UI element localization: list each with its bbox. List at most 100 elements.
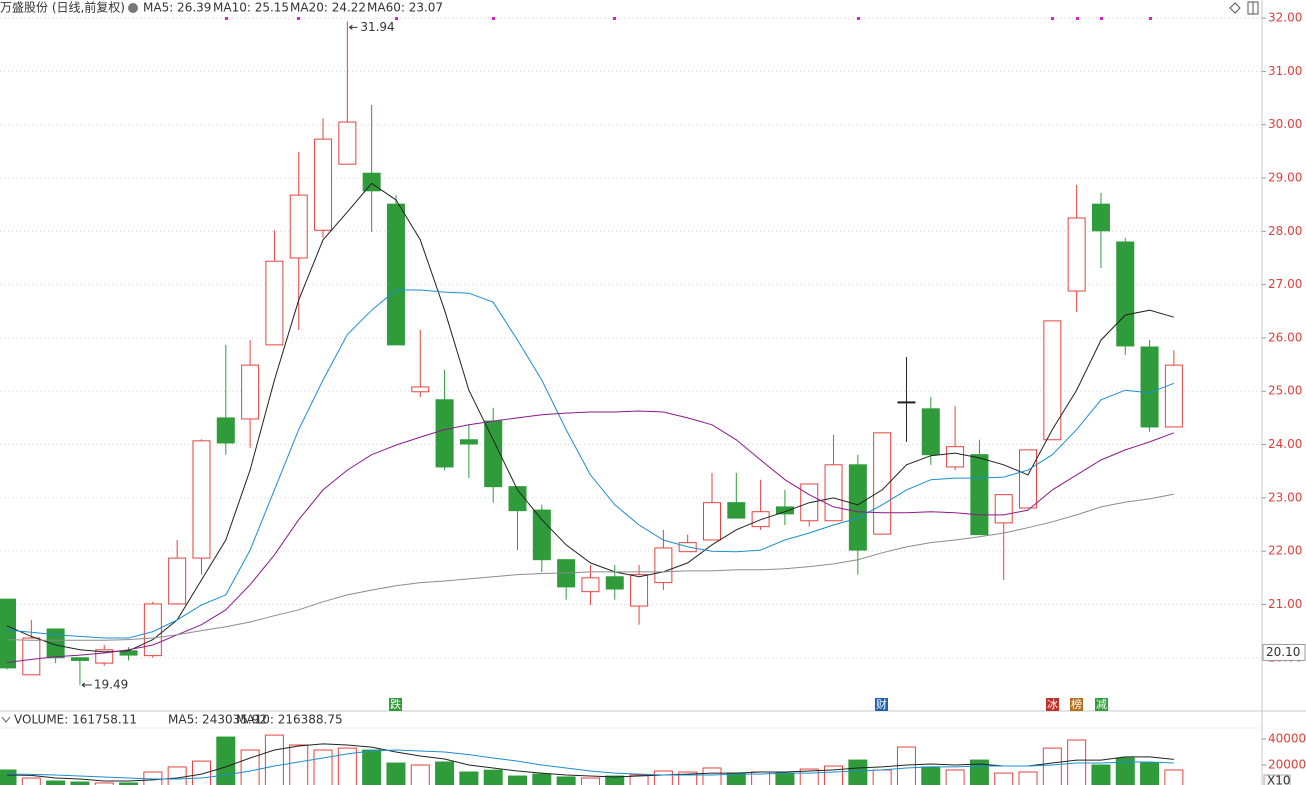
candle-body xyxy=(216,417,235,444)
volume-title: VOLUME: 161758.11 xyxy=(14,713,137,727)
volume-bar xyxy=(580,777,600,785)
volume-bar xyxy=(0,769,17,785)
candle-body xyxy=(46,628,65,659)
candle-body xyxy=(824,464,843,522)
candle-body xyxy=(1043,320,1062,441)
event-label: 冰 xyxy=(1047,698,1058,711)
legend-entry: MA5: 243035.92 xyxy=(168,713,267,727)
volume-bar xyxy=(1115,757,1135,785)
volume-bar xyxy=(435,761,455,785)
y-tick-label: 20000 xyxy=(1268,757,1306,771)
volume-bar xyxy=(119,782,139,785)
candle-body xyxy=(484,420,503,488)
candle-body xyxy=(70,657,89,661)
ma-line xyxy=(6,493,1174,641)
y-tick-label: 31.00 xyxy=(1268,64,1302,78)
price-panel xyxy=(0,17,1262,685)
candle-body xyxy=(727,502,746,519)
legend-entry: MA10: 216388.75 xyxy=(236,713,343,727)
volume-bar xyxy=(702,767,722,785)
volume-bar xyxy=(362,749,382,785)
candle-body xyxy=(192,440,211,559)
y-tick-label: 30.00 xyxy=(1268,117,1302,131)
high-label: 31.94 xyxy=(360,20,394,34)
candle-body xyxy=(22,637,41,676)
candle-body xyxy=(654,547,673,584)
candle-body xyxy=(435,399,454,468)
y-tick-label: 22.00 xyxy=(1268,544,1302,558)
event-marker[interactable] xyxy=(1095,698,1108,711)
volume-bar xyxy=(483,769,503,785)
candle-body xyxy=(0,598,16,669)
candle-body xyxy=(605,576,624,590)
volume-bar xyxy=(605,775,625,785)
volume-bar xyxy=(167,766,187,785)
axis-unit: X10 xyxy=(1267,774,1291,785)
candle-body xyxy=(143,603,162,657)
legend-entry: MA20: 24.22 xyxy=(290,1,366,15)
candle-body xyxy=(338,121,357,165)
volume-bar xyxy=(264,734,284,785)
candle-body xyxy=(630,574,649,607)
chart-title: 万盛股份 (日线,前复权) xyxy=(0,0,125,15)
candle-body xyxy=(1164,364,1183,428)
volume-bar xyxy=(337,747,357,785)
volume-bar xyxy=(726,772,746,785)
volume-bar xyxy=(1140,762,1160,785)
volume-bar xyxy=(994,772,1014,785)
volume-bar xyxy=(1091,764,1111,785)
candle-body xyxy=(386,203,405,346)
volume-bar xyxy=(653,770,673,785)
candle-body xyxy=(946,446,965,468)
candle-body xyxy=(897,401,916,404)
draw-icon[interactable] xyxy=(1229,2,1241,14)
event-marker[interactable] xyxy=(875,698,888,711)
volume-bar xyxy=(94,782,114,785)
volume-bar xyxy=(848,759,868,785)
axis: 20.0021.0022.0023.0024.0025.0026.0027.00… xyxy=(1262,11,1306,785)
candle-body xyxy=(1116,241,1135,347)
unit-box xyxy=(1263,774,1291,785)
candle-body xyxy=(459,439,478,445)
ma-line xyxy=(6,410,1175,664)
y-tick-label: 25.00 xyxy=(1268,384,1302,398)
volume-bar xyxy=(240,749,260,785)
y-tick-label: 27.00 xyxy=(1268,277,1302,291)
settings-icon[interactable] xyxy=(128,3,138,13)
candle-body xyxy=(873,432,892,535)
y-tick-label: 26.00 xyxy=(1268,330,1302,344)
candle-body xyxy=(508,486,527,512)
volume-bar xyxy=(21,777,41,785)
volume-bar xyxy=(532,773,552,785)
event-marker[interactable] xyxy=(1046,698,1059,711)
price-box xyxy=(1262,643,1306,661)
volume-bar xyxy=(410,764,430,785)
candle-body xyxy=(314,138,333,231)
volume-bar xyxy=(386,762,406,785)
y-tick-label: 28.00 xyxy=(1268,224,1302,238)
volume-bar xyxy=(289,744,309,785)
candle-body xyxy=(1140,346,1159,428)
y-tick-label: 21.00 xyxy=(1268,597,1302,611)
event-marker[interactable] xyxy=(1070,698,1083,711)
volume-bar xyxy=(556,776,576,785)
volume-bar xyxy=(1164,769,1184,785)
volume-bar xyxy=(945,769,965,785)
volume-bar xyxy=(46,780,66,785)
y-tick-label: 23.00 xyxy=(1268,490,1302,504)
candle-body xyxy=(1091,203,1110,232)
event-dots xyxy=(225,17,1152,20)
event-marker[interactable] xyxy=(389,698,402,711)
collapse-icon[interactable] xyxy=(1,716,11,723)
candle-body xyxy=(581,577,600,593)
candle-body xyxy=(362,172,381,192)
event-label: 减 xyxy=(1096,698,1107,711)
volume-bar xyxy=(921,766,941,785)
volume-bar xyxy=(508,775,528,785)
event-label: 榜 xyxy=(1071,697,1082,711)
pointer xyxy=(349,24,358,30)
volume-bar xyxy=(896,746,916,785)
ma-line xyxy=(6,749,1174,780)
volume-bar xyxy=(191,760,211,785)
